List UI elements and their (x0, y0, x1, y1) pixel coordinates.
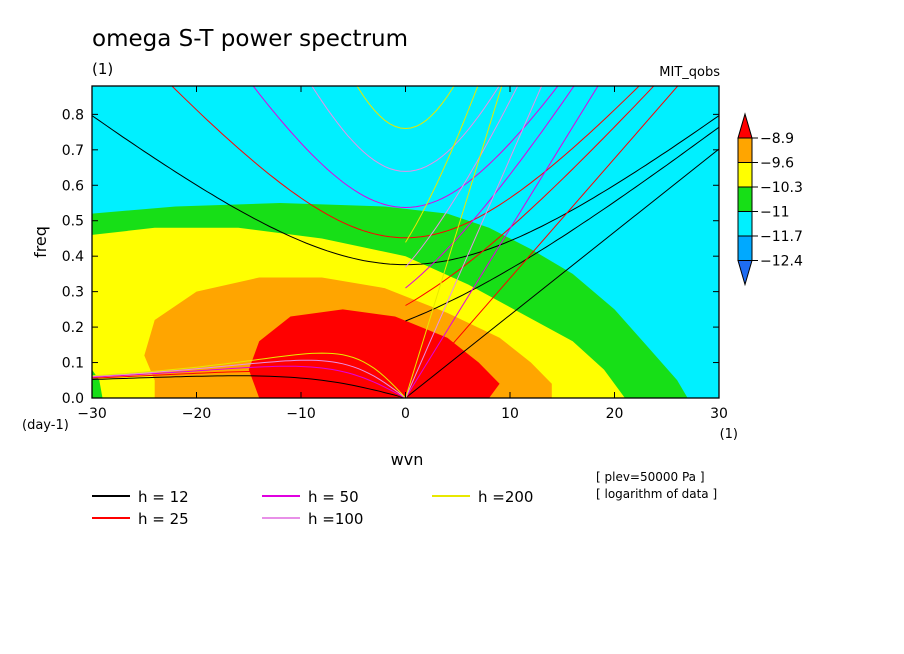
rossby-h100 (92, 359, 406, 398)
band-gt_-8.9 (248, 309, 500, 398)
mixed-rossby-gravity-h50 (405, 86, 575, 289)
inertia-gravity-h100 (311, 86, 500, 172)
y-tick-label: 0.7 (62, 143, 84, 159)
rossby-h12 (92, 375, 406, 398)
y-tick-label: 0.4 (62, 249, 84, 265)
legend-label: h = 25 (138, 510, 189, 528)
x-unit-label: (1) (720, 427, 738, 442)
dispersion-h200 (92, 86, 503, 398)
dispersion-h100 (92, 86, 543, 398)
colorbar-label: −8.9 (760, 131, 794, 147)
legend-label: h = 12 (138, 488, 189, 506)
kelvin-h200 (405, 86, 503, 398)
colorbar-segment (737, 235, 753, 261)
mixed-rossby-gravity-h25 (405, 86, 655, 306)
annotation-log: [ logarithm of data ] (596, 487, 717, 501)
y-tick-label: 0.3 (62, 285, 84, 301)
colorbar-label: −11.7 (760, 229, 803, 245)
colorbar-label: −9.6 (760, 156, 794, 172)
axis-ticks: −30 −20 −10 0 10 20 30 0.0 0.1 0.2 0.3 0.4 0.5 0.6 0.7… (62, 86, 728, 422)
colorbar: −8.9 −9.6 −10.3 −11 −11.7 −12.4 (737, 112, 803, 287)
x-tick-label: 20 (606, 406, 624, 422)
mixed-rossby-gravity-h200 (405, 86, 479, 243)
colorbar-label: −11 (760, 205, 790, 221)
dispersion-curves (92, 86, 719, 398)
y-tick-label: 0.1 (62, 356, 84, 372)
legend-label: h = 50 (308, 488, 359, 506)
y-tick-label: 0.8 (62, 107, 84, 123)
colorbar-top-arrow (737, 112, 753, 139)
rossby-h200 (92, 352, 406, 398)
dispersion-h50 (92, 86, 599, 398)
x-tick-label: −10 (286, 406, 316, 422)
dispersion-h25 (92, 86, 679, 398)
colorbar-segment (737, 211, 753, 237)
rossby-h50 (92, 365, 406, 398)
x-tick-label: 30 (710, 406, 728, 422)
kelvin-h12 (405, 148, 719, 398)
chart-title: omega S-T power spectrum (92, 26, 408, 52)
model-label: MIT_qobs (659, 65, 720, 80)
colorbar-label: −12.4 (760, 254, 803, 270)
kelvin-h25 (405, 86, 679, 398)
colorbar-segment (737, 186, 753, 212)
mixed-rossby-gravity-h12 (405, 126, 719, 322)
x-tick-label: −20 (182, 406, 212, 422)
colorbar-segment (737, 137, 753, 163)
chart-subtitle: (1) (92, 60, 113, 78)
legend-label: h =200 (478, 488, 533, 506)
inertia-gravity-h25 (171, 86, 640, 239)
x-tick-label: 0 (401, 406, 410, 422)
y-unit-label: (day-1) (22, 418, 69, 433)
y-tick-label: 0.2 (62, 320, 84, 336)
kelvin-h50 (405, 86, 599, 398)
inertia-gravity-h50 (252, 86, 559, 209)
colorbar-bottom-arrow (737, 260, 753, 287)
inertia-gravity-h12 (92, 115, 719, 266)
y-tick-label: 0.6 (62, 178, 84, 194)
legend-label: h =100 (308, 510, 363, 528)
band--11.7_to_-11 (92, 86, 719, 381)
colorbar-label: −10.3 (760, 180, 803, 196)
x-tick-label: 10 (501, 406, 519, 422)
colorbar-segment (737, 162, 753, 188)
x-tick-label: −30 (77, 406, 107, 422)
kelvin-h100 (405, 86, 543, 398)
annotation-plev: [ plev=50000 Pa ] (596, 470, 705, 484)
x-axis-label: wvn (391, 450, 424, 469)
y-axis-label: freq (31, 226, 50, 258)
legend: h = 12 h = 25 h = 50 h =100 h =200 (92, 488, 533, 528)
mixed-rossby-gravity-h100 (405, 86, 519, 268)
dispersion-h12 (92, 115, 719, 398)
rossby-h25 (92, 370, 406, 398)
y-tick-label: 0.0 (62, 391, 84, 407)
y-tick-label: 0.5 (62, 214, 84, 230)
contour-bands (92, 86, 719, 398)
inertia-gravity-h200 (356, 86, 455, 130)
